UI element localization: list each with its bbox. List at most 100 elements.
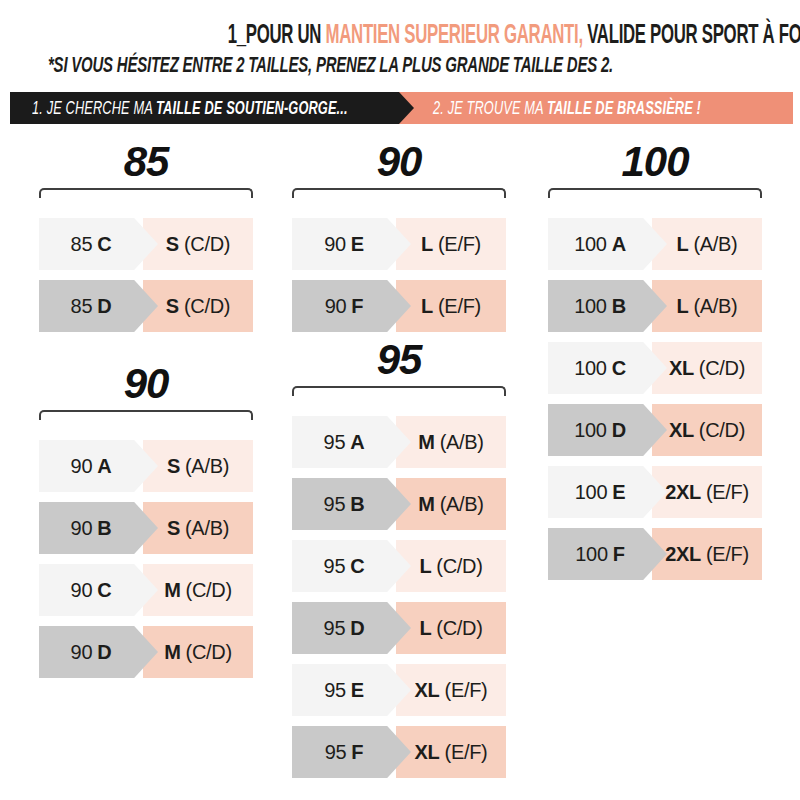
size-row: XL(E/F) 95F: [292, 726, 506, 778]
bralette-size-cell: M (C/D): [143, 626, 253, 678]
size-group-90-ef: 90 L(E/F) 90E L(E/F) 90F: [292, 140, 506, 342]
cup-letter: D: [97, 641, 111, 664]
bra-size-cell: 90B: [39, 502, 158, 554]
bralette-size: S: [166, 233, 179, 256]
bra-size-cell: 100 F: [548, 528, 667, 580]
band-size: 95: [324, 679, 346, 702]
cup-letter: D: [350, 617, 364, 640]
size-group-100: 100 L(A/B) 100A L(A/B) 100B XL(C/D) 100C…: [548, 140, 762, 590]
size-group-85: 85 S(C/D) 85C S(C/D) 85D: [39, 140, 253, 342]
bra-size-cell: 100E: [548, 466, 667, 518]
size-row: S(C/D) 85C: [39, 218, 253, 270]
size-row: L(A/B) 100A: [548, 218, 762, 270]
bralette-size-cell: S(A/B): [143, 440, 253, 492]
bra-size-cell: 85D: [39, 280, 158, 332]
bra-size-cell: 100 A: [548, 218, 667, 270]
size-row: XL(C/D) 100D: [548, 404, 762, 456]
band-size: 90: [71, 641, 93, 664]
title-highlight: MANTIEN SUPERIEUR GARANTI,: [326, 18, 583, 49]
bracket: [292, 188, 506, 198]
band-size: 95: [324, 617, 346, 640]
bralette-size: M: [418, 493, 434, 516]
bralette-size: 2XL: [665, 543, 701, 566]
cup-letter: E: [351, 679, 364, 702]
title-prefix: 1_POUR UN: [228, 18, 326, 49]
bralette-size: M: [164, 641, 180, 664]
cup-range: (A/B): [440, 431, 484, 454]
cup-range: (C/D): [436, 617, 482, 640]
size-row: L(A/B) 100B: [548, 280, 762, 332]
cup-letter: F: [351, 295, 363, 318]
cup-letter: D: [97, 295, 111, 318]
cup-letter: E: [351, 233, 364, 256]
size-row: S(C/D) 85D: [39, 280, 253, 332]
bracket: [548, 188, 762, 198]
bra-size-cell: 95C: [292, 540, 411, 592]
step2-banner: 2. JE TROUVE MA TAILLE DE BRASSIÈRE !: [399, 92, 793, 124]
size-row: XL(E/F) 95E: [292, 664, 506, 716]
size-group-95: 95 M(A/B) 95A M(A/B) 95B L(C/D) 95C L(C/…: [292, 338, 506, 788]
cup-range: (E/F): [706, 481, 749, 504]
size-row: M(C/D) 90C: [39, 564, 253, 616]
band-size: 90: [71, 455, 93, 478]
bralette-size: S: [167, 517, 180, 540]
bralette-size: XL: [415, 741, 440, 764]
band-size: 100: [574, 419, 606, 442]
bralette-size: 2XL: [665, 481, 701, 504]
cup-range: (E/F): [438, 295, 481, 318]
cup-range: (A/B): [185, 517, 229, 540]
cup-range: (A/B): [185, 455, 229, 478]
cup-letter: A: [97, 455, 111, 478]
cup-letter: A: [350, 431, 364, 454]
size-row: L(E/F) 90E: [292, 218, 506, 270]
step2-prefix: 2. JE TROUVE MA: [433, 98, 547, 118]
cup-letter: C: [97, 579, 111, 602]
band-size: 95: [325, 741, 347, 764]
bralette-size-cell: M(C/D): [143, 564, 253, 616]
cup-range: (C/D): [186, 641, 232, 664]
bra-size-cell: 90F: [292, 280, 411, 332]
cup-range: (E/F): [445, 679, 488, 702]
band-size: 100: [574, 233, 606, 256]
title-suffix: VALIDE POUR SPORT À FORTS IMPACTS: [583, 18, 800, 49]
size-row: L(C/D) 95D: [292, 602, 506, 654]
bracket: [292, 386, 506, 396]
cup-range: (A/B): [693, 295, 737, 318]
bralette-size: XL: [669, 419, 694, 442]
cup-letter: F: [613, 543, 625, 566]
bralette-size: S: [166, 295, 179, 318]
bra-size-cell: 95E: [292, 664, 411, 716]
cup-letter: F: [351, 741, 363, 764]
cup-range: (A/B): [440, 493, 484, 516]
size-group-90-ad: 90 S(A/B) 90A S(A/B) 90B M(C/D) 90C M(C/…: [39, 362, 253, 688]
bra-size-cell: 95B: [292, 478, 411, 530]
bra-size-cell: 95A: [292, 416, 411, 468]
bralette-size-cell: XL(C/D): [652, 404, 762, 456]
band-size: 95: [324, 431, 346, 454]
bralette-size-cell: S(A/B): [143, 502, 253, 554]
band-size: 100: [575, 481, 607, 504]
bralette-size-cell: M(A/B): [396, 416, 506, 468]
bralette-size-cell: S(C/D): [143, 218, 253, 270]
bra-size-cell: 95F: [292, 726, 411, 778]
bralette-size-cell: L(E/F): [396, 218, 506, 270]
cup-range: (E/F): [706, 543, 749, 566]
page-subtitle: *SI VOUS HÉSITEZ ENTRE 2 TAILLES, PRENEZ…: [48, 52, 800, 78]
cup-letter: A: [612, 233, 626, 256]
band-size: 90: [324, 233, 346, 256]
bralette-size-cell: 2XL(E/F): [652, 528, 762, 580]
cup-letter: C: [612, 357, 626, 380]
bra-size-cell: 90C: [39, 564, 158, 616]
size-row: XL(C/D) 100C: [548, 342, 762, 394]
step-banners: 1. JE CHERCHE MA TAILLE DE SOUTIEN-GORGE…: [0, 92, 800, 124]
size-row: S(A/B) 90B: [39, 502, 253, 554]
bralette-size: L: [677, 233, 689, 256]
step1-bold: TAILLE DE SOUTIEN-GORGE...: [156, 98, 348, 118]
bralette-size-cell: XL(E/F): [396, 726, 506, 778]
cup-range: (C/D): [186, 579, 232, 602]
band-size: 100: [575, 543, 607, 566]
bra-size-cell: 100B: [548, 280, 667, 332]
bralette-size: L: [677, 295, 689, 318]
bralette-size: L: [419, 617, 431, 640]
group-header: 90: [292, 140, 506, 186]
